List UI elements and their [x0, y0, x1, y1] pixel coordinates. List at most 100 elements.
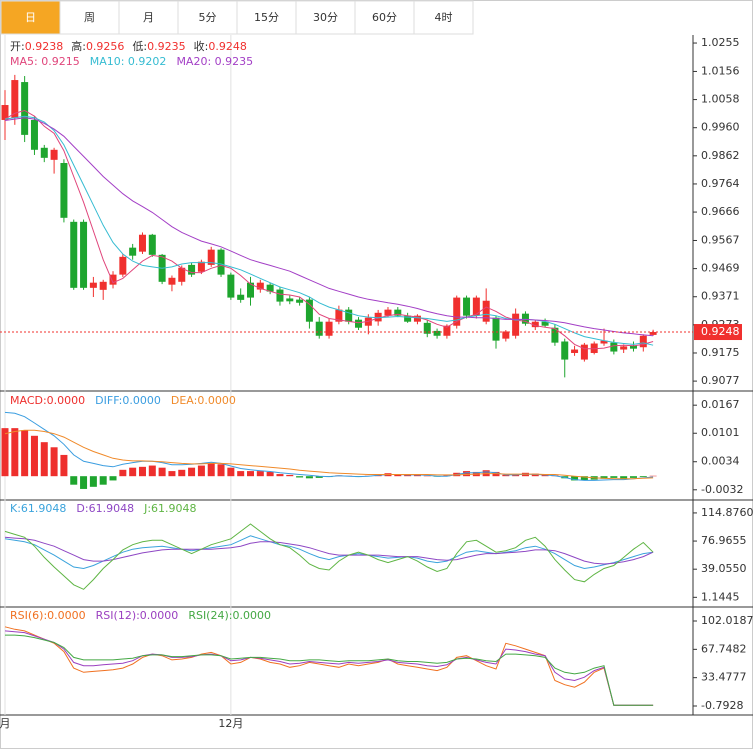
- macd-bar: [197, 465, 205, 477]
- candle-body: [207, 249, 215, 265]
- y-tick-label: 0.9764: [701, 177, 740, 190]
- candle-body: [296, 299, 304, 303]
- series-line: [4, 630, 654, 706]
- candle-body: [30, 119, 38, 150]
- candle-body: [40, 147, 48, 158]
- tab[interactable]: [295, 0, 356, 35]
- series-line: [5, 634, 654, 706]
- tab-label[interactable]: 月: [143, 11, 154, 24]
- tab-label[interactable]: 30分: [313, 11, 338, 24]
- tab-label[interactable]: 日: [25, 11, 36, 24]
- macd-bar: [600, 476, 608, 479]
- candle-body: [247, 282, 254, 298]
- candle-body: [50, 149, 58, 160]
- legend-text: K:61.9048: [10, 502, 66, 515]
- macd-bar: [40, 442, 48, 477]
- x-tick-label: 12月: [218, 717, 243, 730]
- macd-bar: [119, 469, 127, 477]
- candle-body: [89, 282, 97, 288]
- candle-body: [237, 294, 245, 300]
- ohlc-label: 低:: [132, 40, 147, 53]
- macd-bar: [580, 476, 588, 481]
- tab-label[interactable]: 周: [84, 11, 95, 24]
- candle-body: [80, 221, 88, 288]
- y-tick-label: 1.0255: [701, 36, 740, 49]
- tab[interactable]: [0, 0, 61, 35]
- legend-text: RSI(12):0.0000: [96, 609, 179, 622]
- candle-body: [600, 340, 608, 344]
- series-line: [4, 115, 654, 346]
- macd-bar: [247, 471, 254, 477]
- candle-body: [315, 321, 323, 336]
- tab[interactable]: [354, 0, 415, 35]
- candle-body: [325, 321, 333, 336]
- macd-bar: [649, 475, 657, 477]
- candle-body: [286, 298, 294, 302]
- macd-bar: [109, 476, 117, 481]
- candle-body: [463, 297, 471, 316]
- candle-body: [138, 234, 146, 252]
- x-tick-label: 月: [0, 717, 11, 730]
- tab-label[interactable]: 4时: [435, 11, 453, 24]
- macd-bar: [89, 476, 97, 487]
- y-tick-label: 0.9567: [701, 233, 740, 246]
- candle-body: [433, 330, 441, 336]
- macd-bar: [129, 467, 137, 477]
- candle-body: [453, 297, 461, 326]
- legend-text: MA20: 0.9235: [176, 55, 253, 68]
- y-tick-label: 39.0550: [701, 562, 747, 575]
- candle-body: [119, 256, 127, 275]
- macd-bar: [21, 430, 29, 477]
- candle-body: [571, 349, 579, 353]
- candle-body: [256, 282, 264, 290]
- tab-label[interactable]: 5分: [199, 11, 217, 24]
- y-tick-label: 0.0101: [701, 426, 740, 439]
- macd-bar: [629, 476, 637, 478]
- candle-body: [70, 221, 78, 288]
- tab[interactable]: [118, 0, 179, 35]
- tab[interactable]: [413, 0, 474, 35]
- y-tick-label: 33.4777: [701, 671, 747, 684]
- candle-body: [276, 289, 284, 302]
- macd-bar: [99, 476, 107, 485]
- y-tick-label: 76.9655: [701, 534, 747, 547]
- candle-body: [492, 317, 500, 341]
- ohlc-label: 收:: [194, 39, 209, 53]
- legend-text: J:61.9048: [143, 502, 196, 515]
- macd-bar: [256, 471, 264, 477]
- candle-body: [394, 309, 402, 316]
- y-tick-label: -0.0032: [701, 483, 743, 496]
- tab[interactable]: [236, 0, 297, 35]
- tab-label[interactable]: 15分: [254, 11, 279, 24]
- macd-bar: [610, 476, 618, 478]
- macd-bar: [296, 476, 304, 478]
- legend-text: DEA:0.0000: [171, 394, 236, 407]
- candle-body: [610, 342, 618, 352]
- candle-body: [178, 267, 186, 282]
- candle-body: [649, 332, 657, 335]
- macd-bar: [315, 476, 323, 478]
- macd-bar: [227, 467, 235, 477]
- tab[interactable]: [59, 0, 120, 35]
- candle-body: [374, 312, 382, 322]
- macd-bar: [423, 475, 431, 477]
- candle-body: [502, 331, 510, 339]
- candle-body: [148, 234, 156, 255]
- candle-body: [266, 284, 274, 292]
- candle-body: [305, 299, 313, 322]
- y-tick-label: 1.0058: [701, 93, 740, 106]
- candle-body: [423, 322, 431, 334]
- ohlc-value: 0.9256: [86, 40, 125, 53]
- y-tick-label: 67.7482: [701, 642, 747, 655]
- macd-bar: [639, 476, 647, 478]
- candle-body: [541, 321, 549, 326]
- candle-body: [168, 277, 176, 285]
- candle-body: [21, 82, 29, 135]
- macd-bar: [502, 474, 510, 477]
- y-tick-label: 0.0167: [701, 398, 740, 411]
- macd-bar: [286, 474, 294, 477]
- tab-label[interactable]: 60分: [372, 11, 397, 24]
- ohlc-value: 0.9248: [208, 40, 247, 53]
- candle-body: [580, 344, 588, 360]
